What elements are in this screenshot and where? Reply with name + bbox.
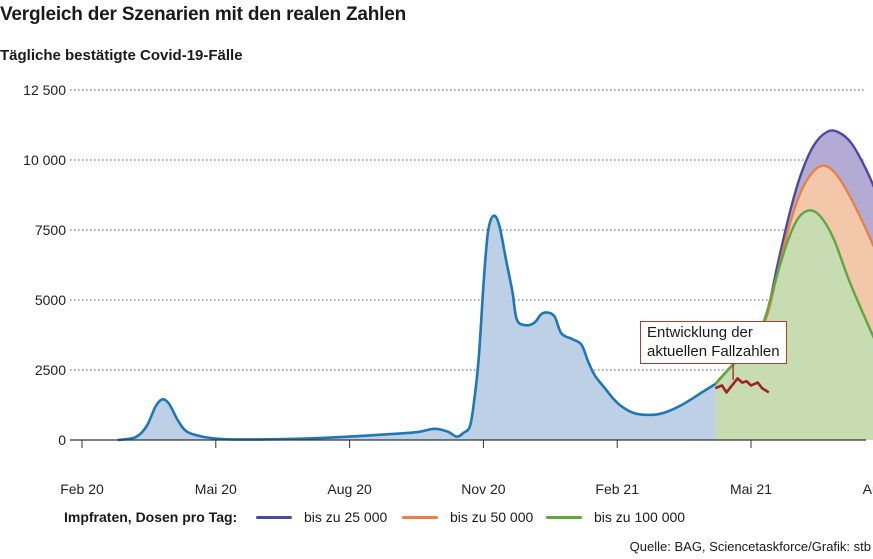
legend-swatch-25000 — [256, 515, 292, 519]
annotation-line-2: aktuellen Fallzahlen — [647, 343, 780, 360]
legend-label-100000: bis zu 100 000 — [594, 509, 686, 525]
legend-label-25000: bis zu 25 000 — [304, 509, 388, 525]
x-tick-label-3: Nov 20 — [461, 481, 506, 497]
legend-swatch-100000 — [546, 515, 582, 519]
chart-svg: 0 2500 5000 7500 10 000 12 500 Feb 20 Mai 20 Aug… — [23, 82, 873, 497]
y-tick-label-7500: 7500 — [35, 222, 66, 238]
annotation-line-1: Entwicklung der — [647, 324, 753, 341]
legend-title: Impfraten, Dosen pro Tag: — [64, 509, 238, 525]
source-note: Quelle: BAG, Sciencetaskforce/Grafik: st… — [629, 539, 871, 554]
y-tick-label-12500: 12 500 — [23, 82, 66, 98]
x-tick-label-4: Feb 21 — [595, 481, 639, 497]
legend-item-50000: bis zu 50 000 — [402, 509, 533, 525]
chart-subtitle: Tägliche bestätigte Covid-19-Fälle — [0, 47, 243, 64]
actual-cases-line — [714, 377, 770, 394]
legend: Impfraten, Dosen pro Tag: bis zu 25 000 … — [0, 509, 873, 529]
x-tick-label-6: Aug 21 — [863, 481, 873, 497]
y-tick-label-0: 0 — [58, 432, 66, 448]
legend-swatch-50000 — [402, 515, 438, 519]
x-tick-label-1: Mai 20 — [195, 481, 237, 497]
legend-item-100000: bis zu 100 000 — [546, 509, 685, 525]
historic-line — [117, 214, 716, 442]
chart-title: Vergleich der Szenarien mit den realen Z… — [0, 4, 406, 25]
legend-label-50000: bis zu 50 000 — [450, 509, 534, 525]
y-tick-label-2500: 2500 — [35, 362, 66, 378]
x-tick-label-5: Mai 21 — [730, 481, 772, 497]
historic-area — [117, 215, 716, 440]
x-tick-label-0: Feb 20 — [60, 481, 104, 497]
actual-cases-annotation: Entwicklung der aktuellen Fallzahlen — [640, 321, 787, 364]
x-tick-label-2: Aug 20 — [327, 481, 372, 497]
y-tick-label-10000: 10 000 — [23, 152, 66, 168]
legend-item-25000: bis zu 25 000 — [256, 509, 387, 525]
y-tick-label-5000: 5000 — [35, 292, 66, 308]
